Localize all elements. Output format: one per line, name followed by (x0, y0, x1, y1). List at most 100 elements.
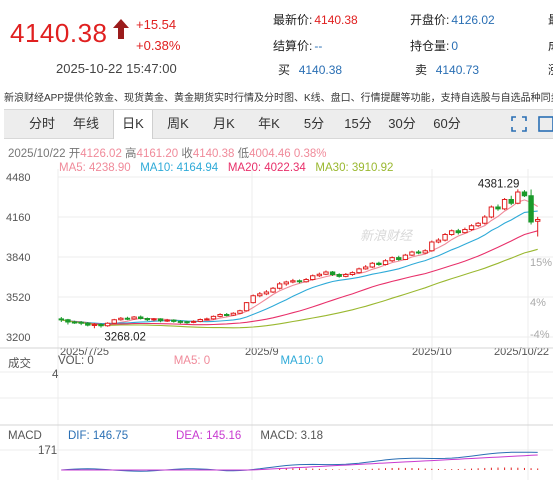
watermark: 新浪财经 (360, 228, 414, 244)
y-tick-label: 3200 (6, 332, 30, 344)
volume-vol: VOL: 0 (58, 355, 94, 367)
ma-legend: MA5: 4238.90 MA10: 4164.94 MA20: 4022.34… (59, 162, 393, 174)
candle-up (151, 318, 157, 321)
tab-year-line[interactable]: 年线 (72, 116, 99, 131)
max-price-label: 4381.29 (478, 178, 520, 190)
candle-up (204, 318, 210, 321)
candle-down (528, 195, 534, 223)
candle-up (257, 293, 263, 297)
macd-axis-value: 171 (38, 445, 58, 457)
candle-up (243, 302, 250, 312)
kline-high: 4161.20 (136, 148, 179, 160)
candle-down (171, 319, 177, 322)
y-tick-label: 3520 (6, 292, 30, 304)
macd-legend: DIF: 146.75 DEA: 145.16 MACD: 3.18 (68, 430, 323, 442)
field-settle: 结算价: -- (273, 39, 323, 53)
candle-up (448, 230, 455, 235)
candle-up (349, 272, 356, 275)
candle-down (138, 316, 144, 319)
candle-up (131, 316, 137, 320)
candle-up (323, 271, 329, 275)
field-cut-3: 涨 (548, 61, 553, 78)
settings-icon[interactable] (538, 116, 553, 132)
kline-date: 2025/10/22 (8, 148, 66, 160)
candle-up (462, 229, 468, 234)
kline-chart[interactable]: 4480 4160 3840 3520 3200 2025/7/25 2025/9 2025/… (0, 140, 553, 480)
tab-5min[interactable]: 5分 (303, 116, 325, 131)
tab-yearly-k[interactable]: 年K (258, 116, 280, 131)
tab-monthly-k[interactable]: 月K (213, 116, 235, 131)
volume-ma10: MA10: 0 (280, 355, 324, 367)
candle-up (501, 199, 508, 210)
candle-down (58, 318, 65, 321)
legend-ma30: MA30: 3910.92 (315, 162, 394, 174)
candle-down (157, 318, 164, 322)
candle-up (488, 206, 495, 218)
candle-down (415, 251, 422, 254)
kline-pct: 0.38% (293, 148, 327, 160)
candle-up (310, 275, 316, 280)
tab-intraday[interactable]: 分时 (28, 116, 55, 131)
candle-up (230, 312, 237, 316)
kline-info-line: 2025/10/22 开4126.02 高4161.20 收4140.38 低4… (8, 148, 327, 160)
candle-up (303, 279, 309, 283)
volume-label: 成交 (8, 358, 31, 370)
candle-up (429, 241, 435, 252)
macd-label: MACD (8, 430, 42, 442)
chart-background (0, 140, 553, 480)
field-ask: 卖 4140.73 (415, 63, 480, 77)
candle-down (495, 206, 501, 210)
promo-text: 新浪财经APP提供伦敦金、现货黄金、黄金期货实时行情及分时图、K线、盘口、行情提… (4, 93, 553, 104)
volume-ma5: MA5: 0 (173, 355, 211, 367)
tab-30min[interactable]: 30分 (388, 116, 416, 131)
candle-down (336, 274, 342, 277)
legend-ma5: MA5: 4238.90 (59, 162, 131, 174)
x-tick-label: 2025/7/25 (60, 346, 109, 358)
candle-down (224, 314, 230, 316)
x-tick-label: 2025/9 (245, 346, 279, 358)
right-pct-label: 15% (530, 257, 552, 269)
last-price: 4140.38 (10, 18, 108, 48)
change-percent: +0.38% (136, 38, 181, 53)
fullscreen-icon[interactable] (511, 116, 527, 132)
tab-daily-k[interactable]: 日K (113, 110, 153, 139)
candle-up (217, 314, 223, 317)
candle-up (362, 266, 369, 270)
candle-up (164, 319, 170, 322)
candle-up (270, 287, 276, 293)
y-tick-label: 4480 (6, 172, 30, 184)
candle-down (177, 320, 184, 323)
candle-up (382, 260, 389, 265)
candle-up (197, 319, 203, 322)
candle-down (184, 321, 190, 324)
candle-down (78, 321, 84, 324)
volume-legend: VOL: 0 MA5: 0 MA10: 0 (58, 355, 323, 367)
candle-up (210, 315, 217, 320)
candle-down (296, 280, 303, 283)
macd-dea-line (61, 454, 538, 471)
field-open-interest: 持仓量: 0 (410, 39, 459, 53)
right-pct-label: -4% (530, 329, 550, 341)
candle-up (190, 320, 197, 323)
candle-down (376, 262, 382, 265)
candle-up (389, 257, 395, 262)
candle-up (118, 317, 124, 321)
candle-up (250, 295, 256, 304)
candle-down (65, 319, 71, 323)
tab-15min[interactable]: 15分 (344, 116, 372, 131)
tab-60min[interactable]: 60分 (433, 116, 461, 131)
candle-down (144, 318, 151, 321)
period-tabbar: 分时 年线 日K 周K 月K 年K 5分 15分 30分 60分 (4, 109, 553, 139)
macd-dea: DEA: 145.16 (176, 430, 242, 442)
candle-up (111, 319, 117, 324)
candle-up (91, 324, 98, 326)
candle-up (316, 273, 323, 277)
tab-weekly-k[interactable]: 周K (167, 116, 189, 131)
candle-down (521, 191, 528, 197)
candle-up (422, 250, 428, 254)
candle-up (290, 280, 296, 283)
candle-up (402, 254, 409, 260)
quote-datetime: 2025-10-22 15:47:00 (56, 61, 177, 76)
candle-up (283, 281, 289, 285)
legend-ma10: MA10: 4164.94 (140, 162, 219, 174)
